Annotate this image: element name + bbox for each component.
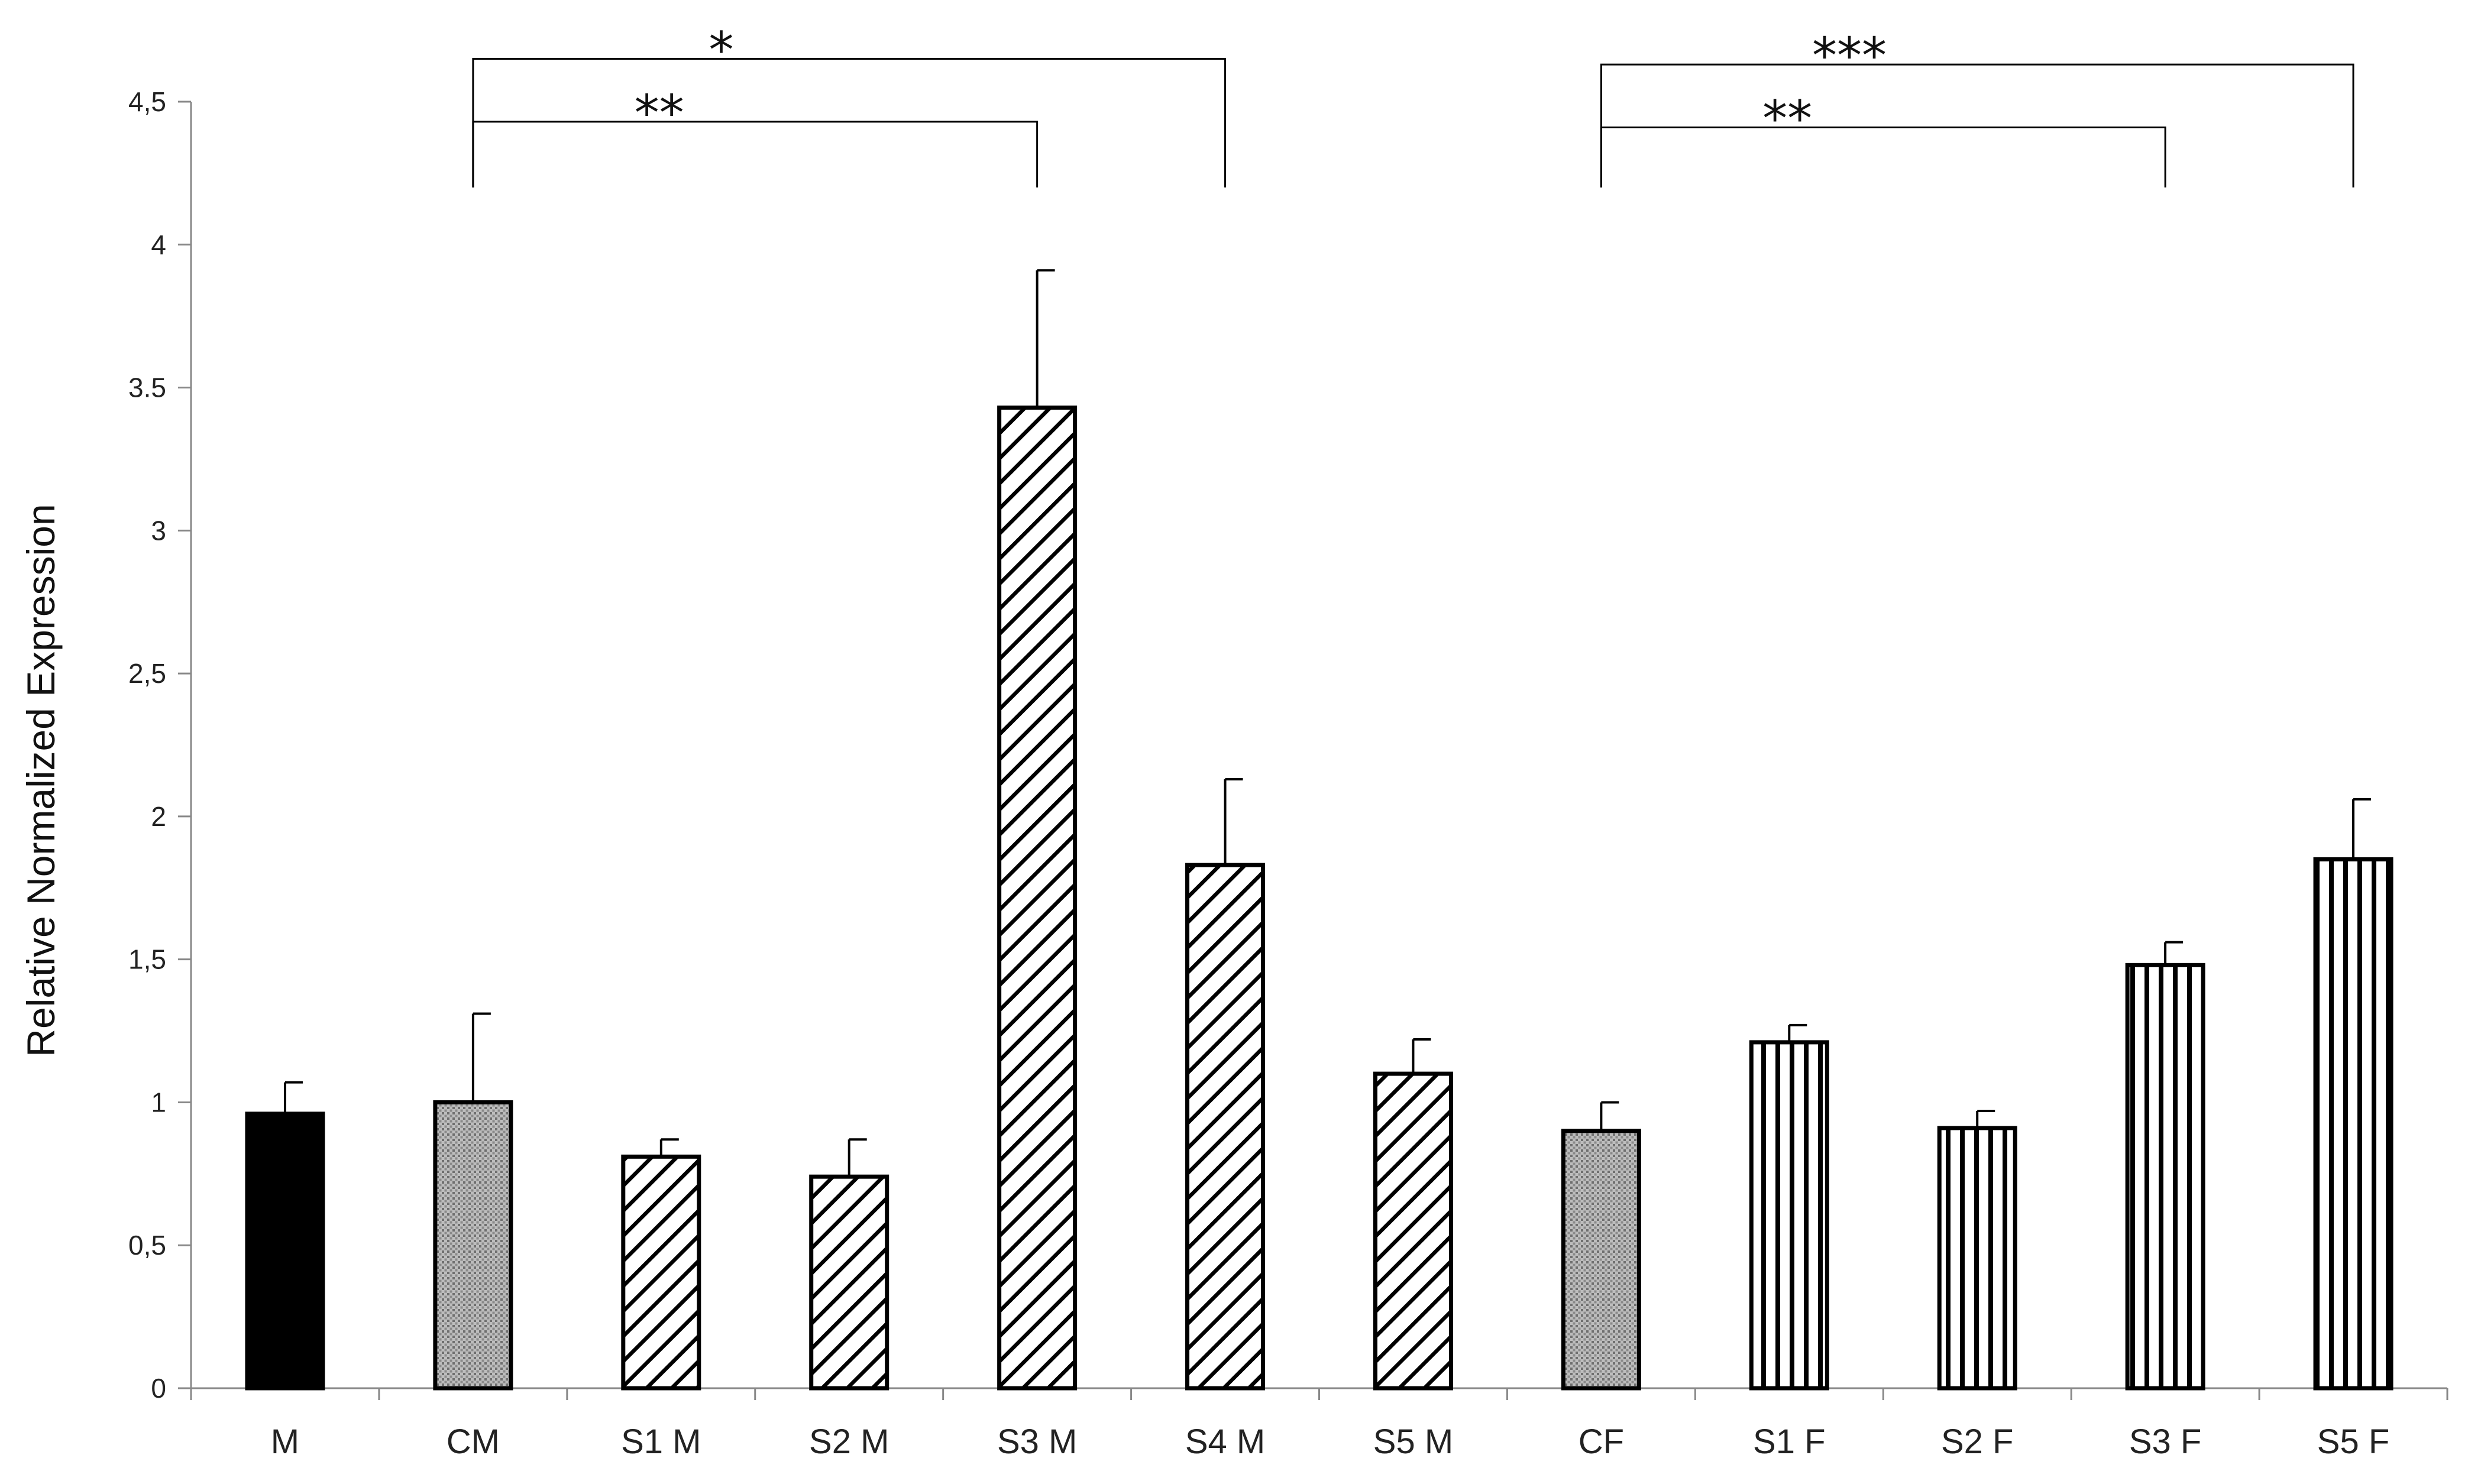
bar-s2-f xyxy=(1937,1126,2017,1391)
significance-brackets: ******** xyxy=(472,21,2354,188)
y-axis: 0 0,5 1 1,5 2 2,5 3 3.5 4 4,5 xyxy=(128,86,192,1404)
bar-cm xyxy=(433,1100,513,1391)
category-label: S3 F xyxy=(2129,1423,2202,1461)
significance-stars: * xyxy=(709,21,734,79)
bar-s1-m xyxy=(621,1154,701,1391)
significance-stars: ** xyxy=(1762,90,1812,148)
y-axis-label: Relative Normalized Expression xyxy=(19,504,63,1057)
significance-bracket xyxy=(1600,127,2166,188)
y-tick-label: 0 xyxy=(151,1373,166,1404)
bar-cf xyxy=(1561,1129,1641,1391)
significance-bracket xyxy=(472,57,1227,188)
y-tick-label: 4 xyxy=(151,229,166,260)
category-label: S4 M xyxy=(1185,1423,1265,1461)
category-label: CF xyxy=(1579,1423,1624,1461)
y-tick-label: 1,5 xyxy=(128,944,166,975)
y-tick-label: 2,5 xyxy=(128,658,166,689)
bar-s5-f xyxy=(2313,857,2393,1391)
error-bars xyxy=(283,269,2372,1177)
significance-stars: *** xyxy=(1812,27,1887,85)
category-labels: M CM S1 M S2 M S3 M S4 M S5 M CF S1 F S2 F S3 F S5 … xyxy=(271,1423,2389,1461)
y-tick-label: 4,5 xyxy=(128,86,166,117)
significance-bracket xyxy=(1600,63,2354,188)
category-label: M xyxy=(271,1423,299,1461)
bar-s2-m xyxy=(809,1174,889,1391)
category-label: CM xyxy=(447,1423,500,1461)
category-label: S2 M xyxy=(809,1423,889,1461)
bar-s5-m xyxy=(1373,1071,1453,1391)
y-tick-label: 3.5 xyxy=(128,372,166,403)
category-label: S5 F xyxy=(2317,1423,2390,1461)
bar-m xyxy=(245,1112,325,1391)
category-label: S1 F xyxy=(1753,1423,1826,1461)
y-tick-label: 1 xyxy=(151,1087,166,1117)
significance-stars: ** xyxy=(635,84,684,142)
category-label: S2 F xyxy=(1941,1423,2014,1461)
category-label: S5 M xyxy=(1373,1423,1453,1461)
significance-bracket xyxy=(472,121,1039,188)
category-label: S3 M xyxy=(997,1423,1077,1461)
bar-s3-m xyxy=(997,405,1078,1391)
bar-s1-f xyxy=(1749,1040,1829,1391)
category-label: S1 M xyxy=(621,1423,701,1461)
bars xyxy=(245,405,2393,1391)
y-tick-label: 0,5 xyxy=(128,1230,166,1261)
bar-s3-f xyxy=(2125,963,2205,1391)
x-axis xyxy=(190,1387,2448,1400)
y-tick-label: 2 xyxy=(151,801,166,832)
y-tick-label: 3 xyxy=(151,515,166,546)
bar-s4-m xyxy=(1185,863,1266,1391)
